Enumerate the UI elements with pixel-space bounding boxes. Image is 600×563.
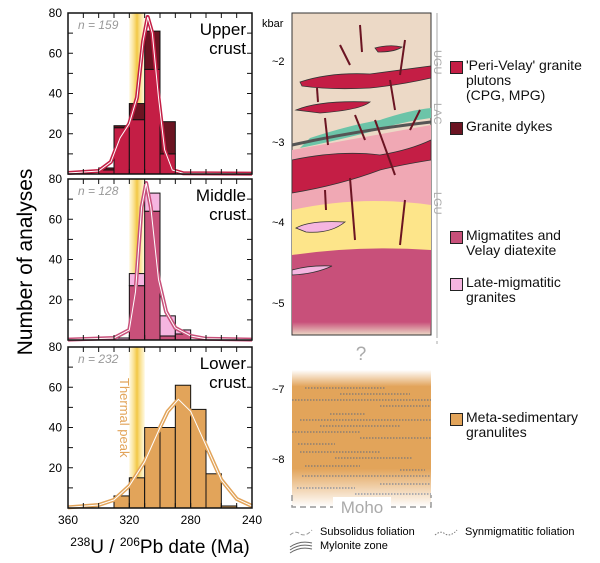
thermal-peak-label: Thermal peak <box>117 378 132 458</box>
n-label: n = 128 <box>78 184 119 198</box>
y-tick-label: 40 <box>49 87 63 101</box>
pressure-label: ~4 <box>272 217 285 229</box>
pressure-label: ~8 <box>272 454 285 466</box>
histogram-bar <box>128 119 146 175</box>
legend-item-migmatites: Migmatites and Velay diatexite <box>466 227 561 258</box>
pressure-unit: kbar <box>262 18 284 30</box>
pressure-label: ~7 <box>272 384 285 396</box>
crustal-column: Moho ? kbar ~2 ~3 ~4 ~5 ~7 ~8 UGU LAC LG… <box>262 12 574 554</box>
y-tick-label: 80 <box>49 340 63 354</box>
legend-swatch-plutons <box>450 61 463 74</box>
y-tick-label: 60 <box>49 212 63 226</box>
legend-item-dykes: Granite dykes <box>466 118 553 134</box>
subsolidus-foliation-label: Subsolidus foliation <box>320 526 415 538</box>
density-curve-highlight <box>67 16 253 175</box>
y-tick-label: 40 <box>49 421 63 435</box>
histogram-bar <box>159 427 176 509</box>
panel-title: crust <box>209 39 246 58</box>
legend-item-plutons: 'Peri-Velay' granite plutons (CPG, MPG) <box>466 57 582 103</box>
legend-swatch-migmatites <box>450 231 463 244</box>
x-tick-label: 240 <box>242 513 262 527</box>
y-tick-label: 60 <box>49 380 63 394</box>
unit-label-lgu: LGU <box>431 192 443 215</box>
pressure-label: ~2 <box>272 56 285 68</box>
mylonite-zone-label: Mylonite zone <box>320 540 388 552</box>
legend-item-late-granites: Late-migmatitic granites <box>466 274 561 305</box>
x-tick-label: 280 <box>181 513 201 527</box>
x-axis-label: 238U / 206Pb date (Ma) <box>70 535 249 558</box>
synmigmatitic-foliation-label: Synmigmatitic foliation <box>465 526 574 538</box>
y-tick-label: 20 <box>49 293 63 307</box>
histogram-bar <box>144 427 161 509</box>
x-tick-label: 320 <box>119 513 139 527</box>
unknown-mark: ? <box>356 344 367 365</box>
y-axis-label: Number of analyses <box>14 169 37 356</box>
panel-title: Upper <box>200 20 247 39</box>
panel-title: Middle <box>196 186 246 205</box>
unit-label-ugu: UGU <box>431 50 443 75</box>
y-tick-label: 80 <box>49 172 63 186</box>
y-tick-label: 60 <box>49 46 63 60</box>
pressure-label: ~5 <box>272 298 285 310</box>
density-curve-highlight <box>67 398 253 508</box>
panel-title: crust <box>209 205 246 224</box>
unit-label-lac: LAC <box>431 103 443 124</box>
x-tick-label: 360 <box>58 513 78 527</box>
n-label: n = 159 <box>78 18 119 32</box>
legend-item-granulites: Meta-sedimentary granulites <box>466 409 579 440</box>
n-label: n = 232 <box>78 352 119 366</box>
panel-title: crust <box>209 373 246 392</box>
pressure-label: ~3 <box>272 137 285 149</box>
y-tick-label: 40 <box>49 253 63 267</box>
legend-swatch-dykes <box>450 122 463 135</box>
y-tick-label: 20 <box>49 127 63 141</box>
legend-swatch-granulites <box>450 413 463 426</box>
y-tick-label: 20 <box>49 461 63 475</box>
y-tick-label: 80 <box>49 6 63 20</box>
legend-swatch-late-granites <box>450 278 463 291</box>
moho-label: Moho <box>341 498 384 517</box>
panel-title: Lower <box>200 354 247 373</box>
